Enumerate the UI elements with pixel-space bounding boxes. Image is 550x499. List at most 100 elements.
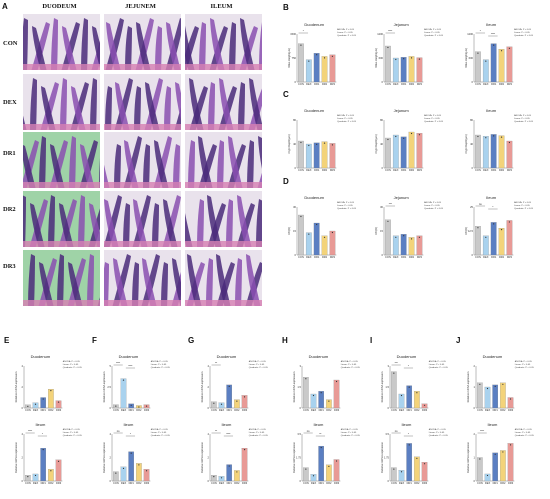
chart-e1-stat-2: Quadratic: P < 0.05 [63,366,83,369]
chart-i1-bar-dex [398,393,405,409]
chart-b2-ylabel: Villus Height(μm) [374,48,378,68]
chart-c3-ytick-0: 0 [472,166,474,170]
micrograph-dr3-jejunem [103,249,182,307]
chart-d1-point-con [300,215,302,218]
chart-h2-xtick-dex: DEX [311,481,317,485]
chart-e2-point-dr3 [57,460,60,462]
chart-j1-bar-dr1 [492,384,498,409]
chart-h2-stat-2: Quadratic: P < 0.05 [341,434,361,437]
chart-e1-title: Duodenum [31,354,51,359]
chart-b2-point-con [387,46,389,49]
chart-g2-point-dr2 [236,471,238,473]
chart-d2-xtick-dr2: DR2 [409,255,415,259]
chart-e2-ylabel: Relative mRNA expression [14,442,18,473]
chart-h2-bar-dr2 [326,464,332,482]
chart-g1-bar-dr3 [241,395,248,409]
chart-f1-point-con [115,405,117,407]
chart-c1-point-dr2 [323,142,326,144]
chart-g1-ytick-2: 4 [208,364,210,368]
micrograph-dr1-jejunem [103,131,182,189]
chart-f2-ytick-2: 4 [110,432,112,436]
chart-h2-ytick-0: 0 [300,479,302,483]
chart-g2-point-dr3 [243,449,246,451]
chart-c2-stat-2: Quadratic: P < 0.05 [424,120,444,123]
chart-d3-bar-dr1 [490,222,497,256]
chart-i2-bar-con [391,467,397,482]
panel-letter-b: B [283,3,289,12]
chart-h1-xtick-dr2: DR2 [326,408,332,412]
chart-d3-sig-label-0: ns [479,203,482,206]
chart-h1-stat-2: Quadratic: P < 0.05 [341,366,361,369]
chart-g1-xtick-dr2: DR2 [234,408,240,412]
micrograph-dr1-ileum [184,131,263,189]
chart-g1-ytick-1: 2 [208,385,210,389]
chart-f1-bar-dex [120,378,127,409]
chart-h1-bar-con [303,377,309,409]
chart-c3-ylabel: Crypt Depth(μm) [464,134,468,153]
chart-f1-sig-label-0: **** [116,361,120,365]
chart-b2-point-dr1 [403,58,405,60]
chart-d3-xtick-dr2: DR2 [499,255,505,259]
chart-h2-bar-dex [310,474,317,482]
chart-d2-bar-dr2 [408,237,415,256]
chart-b2-point-dex [395,58,397,61]
chart-i1-bar-dr2 [414,391,420,409]
chart-j2-ytick-0: 0 [474,479,476,483]
chart-e2-bar-dr1 [40,448,46,482]
chart-j2-ytick-1: 1 [474,455,476,459]
chart-c2-title: Jejunum [394,108,410,113]
panel-letter-c: C [283,90,289,99]
chart-h2-bar-dr1 [318,445,324,482]
chart-e2-xtick-dr2: DR2 [48,481,54,485]
chart-g1-ylabel: Relative mRNA expression [200,371,204,402]
chart-d2-bar-dr1 [400,234,407,256]
chart-g1-stat-1: Linear: P < 0.05 [249,363,265,366]
chart-h2-title: Ileum [314,422,324,427]
chart-c1-ylabel: Crypt Depth(μm) [287,134,291,153]
chart-i2-stat-1: Linear: P < 0.05 [429,431,445,434]
chart-i1-ytick-1: 1.5 [385,385,389,389]
chart-j2-bar-dr3 [507,443,514,482]
chart-e2-stat-1: Linear: P < 0.05 [63,431,79,434]
chart-e1-bar-dex [32,402,39,409]
chart-i2-sig-label-0: ns [395,430,398,433]
chart-e1-point-dex [34,403,37,405]
chart-g2-ytick-0: 0 [208,479,210,483]
chart-d1-point-dex [308,233,310,235]
chart-d1-bar-con [298,214,304,256]
chart-j2-xtick-dr3: DR3 [508,481,514,485]
chart-f2-point-dr1 [130,452,132,454]
chart-e2-point-dex [34,474,37,477]
chart-c3-bar-dr2 [498,135,505,169]
chart-j1-point-dr1 [494,385,496,387]
chart-d2-point-dr3 [418,236,421,238]
chart-c1-point-con [300,141,302,144]
chart-i1-point-dr3 [423,404,426,406]
chart-e2-bar-con [25,475,31,482]
chart-c1-bar-dr2 [321,141,328,169]
panel-letter-j: J [456,336,460,345]
chart-b1-stat-1: Linear: P < 0.05 [337,31,353,34]
chart-d3-point-dex [485,236,487,238]
chart-h1-ytick-2: 3 [300,364,302,368]
chart-f1-stat-1: Linear: P < 0.05 [151,363,167,366]
chart-c2-xtick-dr3: DR3 [417,168,423,172]
chart-j1-bar-con [477,382,483,409]
chart-c1-title: Duodenum [304,108,324,113]
chart-f2-bar-dr1 [128,451,134,482]
chart-d2-ytick-2: 30 [380,205,383,209]
chart-e1-point-dr2 [50,390,52,392]
chart-c3-xtick-dr2: DR2 [499,168,505,172]
chart-i1-point-dr1 [408,386,410,388]
chart-c3-xtick-dex: DEX [483,168,489,172]
chart-b1-ylabel: Villus Height(μm) [287,48,291,68]
chart-c1-stat-1: Linear: P < 0.05 [337,117,353,120]
chart-h2-ytick-1: 1.75 [296,455,302,459]
chart-e1-xtick-dr1: DR1 [41,408,47,412]
chart-e1-xtick-dr3: DR3 [56,408,62,412]
chart-h1-xtick-dex: DEX [311,408,317,412]
chart-d3-ytick-0: 0 [472,253,474,257]
chart-h2-xtick-dr2: DR2 [326,481,332,485]
chart-c3-point-dr2 [500,136,503,138]
chart-d3-bar-dex [482,235,489,256]
